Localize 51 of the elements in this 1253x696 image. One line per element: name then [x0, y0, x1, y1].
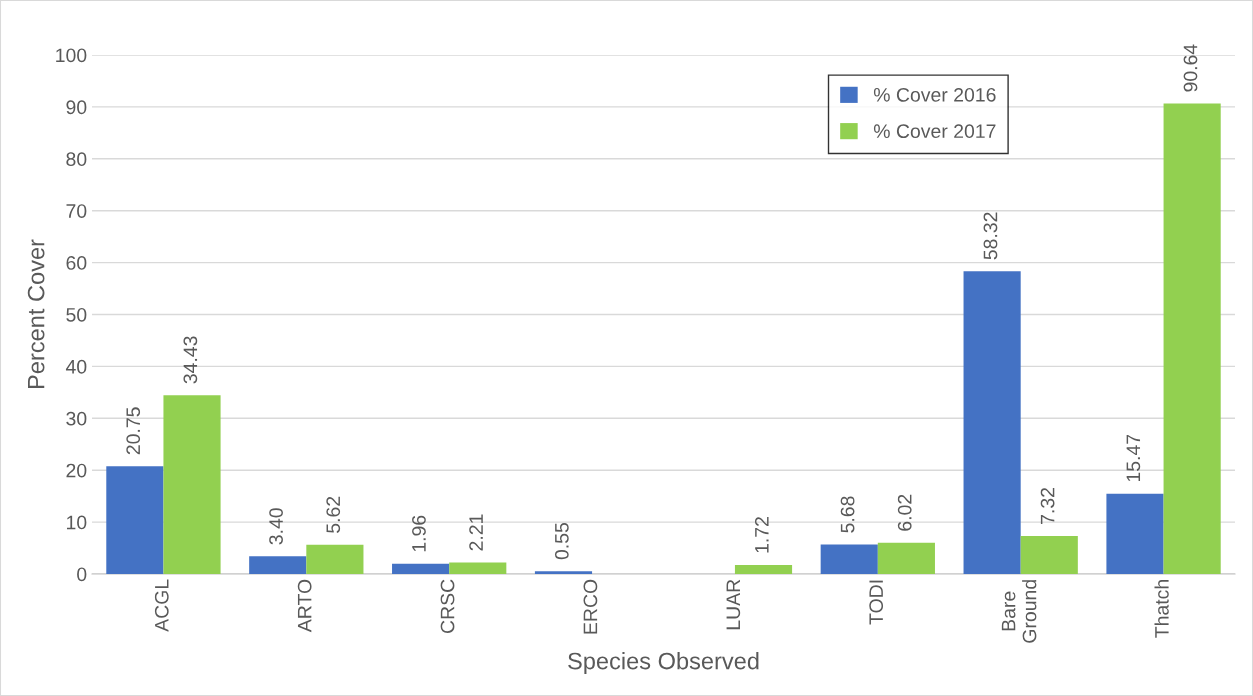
bar [734, 565, 793, 574]
x-tick-label: TODI [869, 580, 884, 625]
data-label: 7.32 [1040, 488, 1055, 524]
x-tick-label: ERCO [583, 579, 598, 634]
bar [106, 466, 164, 574]
x-tick-label: ACGL [154, 579, 169, 632]
bar [1106, 493, 1164, 574]
y-tick-label: 80 [66, 152, 87, 167]
data-label: 1.72 [754, 517, 769, 553]
legend-label: % Cover 2017 [873, 124, 996, 139]
data-label: 58.32 [983, 212, 998, 260]
data-label: 5.68 [840, 496, 855, 533]
y-tick-label: 10 [67, 515, 87, 530]
data-label: 1.96 [412, 515, 426, 552]
y-tick-label: 90 [66, 100, 87, 115]
legend-label: % Cover 2016 [873, 87, 996, 102]
bar [877, 542, 935, 574]
bar [449, 562, 507, 574]
x-axis-title: Species Observed [568, 652, 759, 675]
x-tick-label: LUAR [726, 579, 741, 630]
y-tick-label: 0 [77, 567, 87, 582]
bar [820, 544, 878, 574]
data-label: 5.62 [326, 496, 341, 533]
y-axis-title: Percent Cover [27, 239, 45, 389]
y-tick-label: 20 [66, 463, 87, 478]
data-label: 0.55 [554, 523, 569, 560]
y-tick-label: 30 [66, 411, 87, 426]
data-label: 90.64 [1183, 44, 1198, 92]
bar [1020, 536, 1078, 574]
y-tick-label: 100 [56, 48, 87, 63]
bar [392, 563, 450, 574]
x-tick-label: CRSC [440, 579, 455, 633]
x-tick-label: Bare Ground [1001, 580, 1037, 643]
y-tick-label: 50 [66, 307, 87, 322]
data-label: 6.02 [897, 494, 912, 531]
data-label: 3.40 [269, 508, 283, 545]
bar [306, 544, 364, 574]
bar [534, 571, 593, 574]
bar [163, 395, 221, 574]
data-label: 34.43 [183, 336, 198, 384]
y-tick-label: 40 [65, 359, 87, 374]
data-label: 2.21 [469, 514, 483, 551]
bar [963, 271, 1021, 574]
x-tick-label: ARTO [297, 579, 312, 633]
bar [249, 556, 307, 574]
data-label: 20.75 [126, 407, 141, 455]
x-tick-label: Thatch [1154, 580, 1169, 638]
bar [1163, 103, 1221, 574]
data-label: 15.47 [1126, 434, 1141, 482]
y-tick-label: 60 [66, 256, 87, 270]
y-tick-label: 70 [66, 204, 87, 218]
